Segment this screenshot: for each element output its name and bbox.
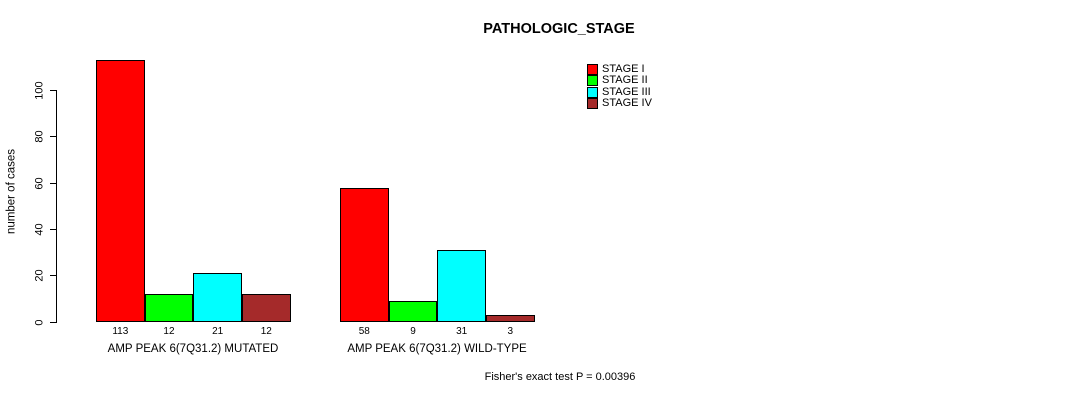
bar-value-stage-iv-amp-peak-6-7q31-2-wild-type: 3 [507,326,514,337]
y-tick-label-80: 80 [33,130,46,143]
legend-label-stage-ii: STAGE II [602,74,648,87]
y-tick-mark-0 [50,321,56,323]
legend-item-stage-ii: STAGE II [587,74,652,87]
y-tick-mark-80 [50,136,56,138]
y-tick-mark-20 [50,275,56,277]
bar-value-stage-iii-amp-peak-6-7q31-2-mutated: 21 [212,326,224,337]
bar-value-stage-ii-amp-peak-6-7q31-2-wild-type: 9 [410,326,416,337]
group-label-wild-type: AMP PEAK 6(7Q31.2) WILD-TYPE [347,343,527,355]
bar-stage-ii-amp-peak-6-7q31-2-mutated [144,294,194,322]
legend-label-stage-iv: STAGE IV [602,97,652,110]
y-tick-label-60: 60 [33,176,46,190]
bar-value-stage-i-amp-peak-6-7q31-2-mutated: 113 [112,326,129,337]
bar-stage-iv-amp-peak-6-7q31-2-wild-type [485,315,535,322]
legend-swatch-stage-iii [587,86,598,98]
bar-value-stage-iii-amp-peak-6-7q31-2-wild-type: 31 [456,326,468,337]
chart-title: PATHOLOGIC_STAGE [483,21,635,37]
y-tick-mark-60 [50,182,56,184]
bar-value-stage-iv-amp-peak-6-7q31-2-mutated: 12 [260,326,272,337]
y-tick-label-0: 0 [33,318,46,326]
bar-stage-i-amp-peak-6-7q31-2-wild-type [340,187,389,322]
bar-stage-i-amp-peak-6-7q31-2-mutated [96,60,145,322]
legend-item-stage-i: STAGE I [587,63,652,76]
group-label-mutated: AMP PEAK 6(7Q31.2) MUTATED [107,343,279,355]
y-tick-label-40: 40 [33,223,46,236]
bar-stage-iii-amp-peak-6-7q31-2-wild-type [437,250,486,322]
y-tick-label-20: 20 [33,269,46,282]
y-tick-mark-40 [50,228,56,230]
legend-swatch-stage-ii [587,75,598,87]
legend: STAGE I STAGE II STAGE III STAGE IV [587,63,652,110]
bar-value-stage-ii-amp-peak-6-7q31-2-mutated: 12 [163,326,175,337]
legend-swatch-stage-i [587,64,598,76]
y-axis-line [56,90,57,323]
legend-swatch-stage-iv [587,98,598,110]
y-tick-mark-100 [50,90,56,91]
bar-stage-ii-amp-peak-6-7q31-2-wild-type [388,301,438,322]
y-tick-label-100: 100 [33,81,46,100]
legend-label-stage-iii: STAGE III [602,85,651,98]
legend-item-stage-iii: STAGE III [587,85,652,98]
bar-stage-iii-amp-peak-6-7q31-2-mutated [193,273,242,322]
legend-item-stage-iv: STAGE IV [587,97,652,110]
bar-stage-iv-amp-peak-6-7q31-2-mutated [241,294,291,322]
y-axis-label: number of cases [5,149,18,235]
bar-value-stage-i-amp-peak-6-7q31-2-wild-type: 58 [358,326,370,337]
legend-label-stage-i: STAGE I [602,63,645,76]
fisher-test-annotation: Fisher's exact test P = 0.00396 [484,371,636,383]
